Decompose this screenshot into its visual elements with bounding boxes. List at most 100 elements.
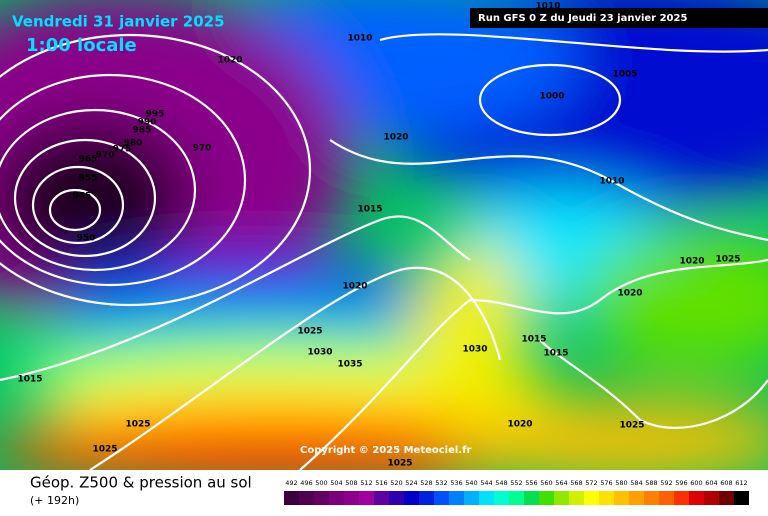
isobar-label: 945 xyxy=(73,192,92,202)
scale-label: 516 xyxy=(375,479,387,487)
scale-cell xyxy=(494,491,509,505)
scale-label: 544 xyxy=(480,479,492,487)
isobar-label: 1005 xyxy=(612,70,637,80)
isobar-label: 1020 xyxy=(383,133,408,143)
isobar-label: 1015 xyxy=(543,349,568,359)
map-field xyxy=(0,0,768,470)
forecast-date: Vendredi 31 janvier 2025 xyxy=(12,13,225,31)
scale-cell xyxy=(599,491,614,505)
scale-label: 532 xyxy=(435,479,447,487)
isobar-label: 980 xyxy=(124,139,143,149)
isobar-label: 1000 xyxy=(539,92,564,102)
legend-subtitle: (+ 192h) xyxy=(30,494,79,507)
isobar-label: 1025 xyxy=(715,255,740,265)
scale-cell xyxy=(509,491,524,505)
scale-cell xyxy=(419,491,434,505)
scale-cell xyxy=(554,491,569,505)
scale-cell xyxy=(629,491,644,505)
scale-label: 492 xyxy=(285,479,297,487)
scale-label: 496 xyxy=(300,479,312,487)
forecast-time: 1:00 locale xyxy=(26,35,137,56)
scale-cell xyxy=(539,491,554,505)
scale-label: 572 xyxy=(585,479,597,487)
isobar-label: 990 xyxy=(138,118,157,128)
isobar-label: 1020 xyxy=(679,257,704,267)
isobar-label: 970 xyxy=(193,144,212,154)
scale-label: 584 xyxy=(630,479,642,487)
scale-cell xyxy=(734,491,749,505)
isobar-label: 1015 xyxy=(357,205,382,215)
scale-label: 560 xyxy=(540,479,552,487)
scale-cell xyxy=(719,491,734,505)
scale-label: 504 xyxy=(330,479,342,487)
isobar-label: 1025 xyxy=(297,327,322,337)
scale-cell xyxy=(299,491,314,505)
isobar-label: 1030 xyxy=(307,348,332,358)
isobar-label: 950 xyxy=(77,234,96,244)
isobar-label: 1015 xyxy=(17,375,42,385)
isobar-label: 1025 xyxy=(92,445,117,455)
scale-cell xyxy=(704,491,719,505)
scale-cell xyxy=(644,491,659,505)
scale-label: 524 xyxy=(405,479,417,487)
copyright: Copyright © 2025 Meteociel.fr xyxy=(300,445,471,456)
scale-label: 548 xyxy=(495,479,507,487)
scale-cell xyxy=(584,491,599,505)
scale-cell xyxy=(614,491,629,505)
scale-cell xyxy=(344,491,359,505)
isobar-label: 1025 xyxy=(619,421,644,431)
isobar-label: 1020 xyxy=(217,56,242,66)
scale-cell xyxy=(329,491,344,505)
isobar-label: 1020 xyxy=(617,289,642,299)
scale-cell xyxy=(479,491,494,505)
run-info: Run GFS 0 Z du Jeudi 23 janvier 2025 xyxy=(478,13,687,24)
color-scale: 492 496 500 504 508 512 516 520 524 528 532 536 540 5… xyxy=(284,479,749,505)
scale-cell xyxy=(659,491,674,505)
scale-label: 596 xyxy=(675,479,687,487)
scale-cell xyxy=(689,491,704,505)
scale-cell xyxy=(359,491,374,505)
scale-label: 592 xyxy=(660,479,672,487)
isobar-label: 1020 xyxy=(507,420,532,430)
scale-label: 552 xyxy=(510,479,522,487)
scale-label: 540 xyxy=(465,479,477,487)
scale-label: 600 xyxy=(690,479,702,487)
scale-label: 612 xyxy=(735,479,747,487)
isobar-label: 985 xyxy=(133,126,152,136)
scale-label: 580 xyxy=(615,479,627,487)
scale-label: 500 xyxy=(315,479,327,487)
isobar-label: 1010 xyxy=(347,34,372,44)
isobar-label: 965 xyxy=(79,155,98,165)
scale-cell xyxy=(434,491,449,505)
scale-label: 564 xyxy=(555,479,567,487)
isobar-label: 955 xyxy=(79,174,98,184)
scale-cell xyxy=(569,491,584,505)
isobar-label: 975 xyxy=(113,145,132,155)
isobar-label: 1025 xyxy=(125,420,150,430)
isobar-label: 970 xyxy=(96,151,115,161)
isobar-label: 1035 xyxy=(337,360,362,370)
scale-label: 568 xyxy=(570,479,582,487)
scale-cell xyxy=(389,491,404,505)
scale-cell xyxy=(404,491,419,505)
scale-cell xyxy=(284,491,299,505)
scale-label: 588 xyxy=(645,479,657,487)
isobars xyxy=(0,33,768,470)
isobar-label: 1030 xyxy=(462,345,487,355)
scale-label: 576 xyxy=(600,479,612,487)
isobar-label: 1020 xyxy=(342,282,367,292)
scale-cell xyxy=(449,491,464,505)
scale-cell xyxy=(674,491,689,505)
isobar-label: 995 xyxy=(146,110,165,120)
scale-label: 508 xyxy=(345,479,357,487)
isobar-label: 1025 xyxy=(387,459,412,469)
isobar-label: 1010 xyxy=(599,177,624,187)
legend-title: Géop. Z500 & pression au sol xyxy=(30,474,252,492)
isobar-label: 1010 xyxy=(535,2,560,12)
scale-cell xyxy=(524,491,539,505)
isobar-label: 1015 xyxy=(521,335,546,345)
scale-cell xyxy=(374,491,389,505)
scale-label: 556 xyxy=(525,479,537,487)
scale-label: 520 xyxy=(390,479,402,487)
